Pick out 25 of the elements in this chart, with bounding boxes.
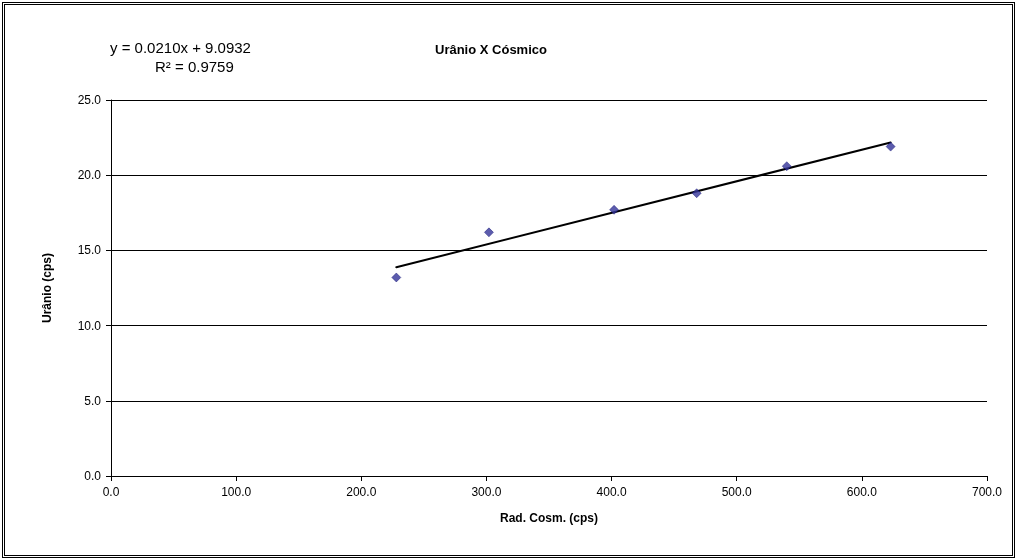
x-tick-label: 500.0 (721, 485, 753, 499)
x-tick-label: 0.0 (102, 485, 120, 499)
point (782, 161, 792, 171)
x-tick-label: 400.0 (596, 485, 627, 499)
point (885, 141, 896, 152)
y-tick-label: 25.0 (77, 93, 102, 107)
point (691, 188, 702, 198)
y-axis-title: Urânio (cps) (40, 252, 54, 324)
text: y = 0.0210x + 9.0932 (110, 39, 251, 56)
y-tick-label: 20.0 (77, 168, 102, 183)
y-tick-label: 15.0 (77, 243, 102, 258)
x-axis-title: Rad. Cosm. (cps) (499, 511, 599, 525)
y-tick-label: 0.0 (84, 469, 102, 483)
y-tick-label: 5.0 (84, 393, 102, 408)
x-tick-label: 600.0 (846, 485, 878, 499)
x-tick-label: 100.0 (221, 485, 252, 499)
x-tick-label: 300.0 (471, 485, 502, 499)
point (391, 272, 402, 283)
point (484, 227, 494, 238)
x-tick-label: 200.0 (346, 485, 377, 499)
y-tick-label: 10.0 (77, 318, 102, 333)
x-tick-label: 700.0 (971, 485, 1003, 499)
chart-title: Urânio X Cósmico (435, 42, 548, 57)
text: R² = 0.9759 (155, 58, 234, 75)
point (609, 205, 619, 215)
